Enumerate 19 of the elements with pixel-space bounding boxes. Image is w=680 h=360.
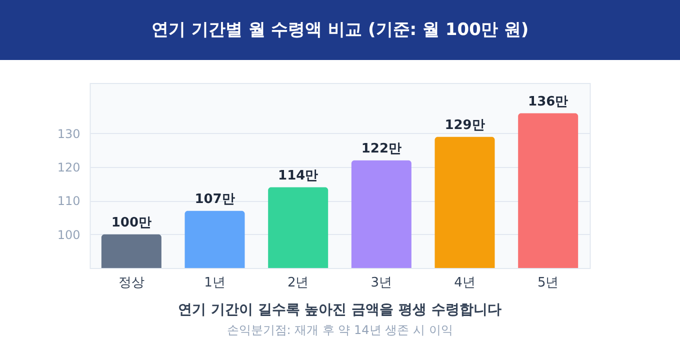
- x-tick-label: 5년: [537, 276, 559, 290]
- data-label: 114만: [278, 168, 318, 184]
- x-tick-label: 4년: [454, 276, 476, 290]
- chart-title: 연기 기간별 월 수령액 비교 (기준: 월 100만 원): [151, 20, 529, 40]
- data-label: 129만: [444, 118, 485, 133]
- x-tick-label: 1년: [204, 276, 226, 290]
- x-tick-label: 2년: [287, 276, 309, 290]
- data-label: 136만: [528, 94, 568, 110]
- x-tick-label: 3년: [370, 276, 392, 290]
- data-label: 100만: [111, 215, 152, 230]
- y-tick-label: 120: [57, 160, 80, 175]
- y-tick-label: 130: [57, 126, 80, 141]
- data-label: 107만: [194, 192, 235, 207]
- text: 연기 기간이 길수록 높아진 금액을 평생 수령합니다: [178, 302, 502, 318]
- data-label: 122만: [361, 141, 402, 156]
- y-tick-label: 110: [57, 194, 80, 208]
- y-tick-label: 100: [57, 228, 80, 242]
- x-tick-label: 정상: [118, 276, 144, 290]
- text: 손익분기점: 재개 후 약 14년 생존 시 이익: [226, 323, 453, 337]
